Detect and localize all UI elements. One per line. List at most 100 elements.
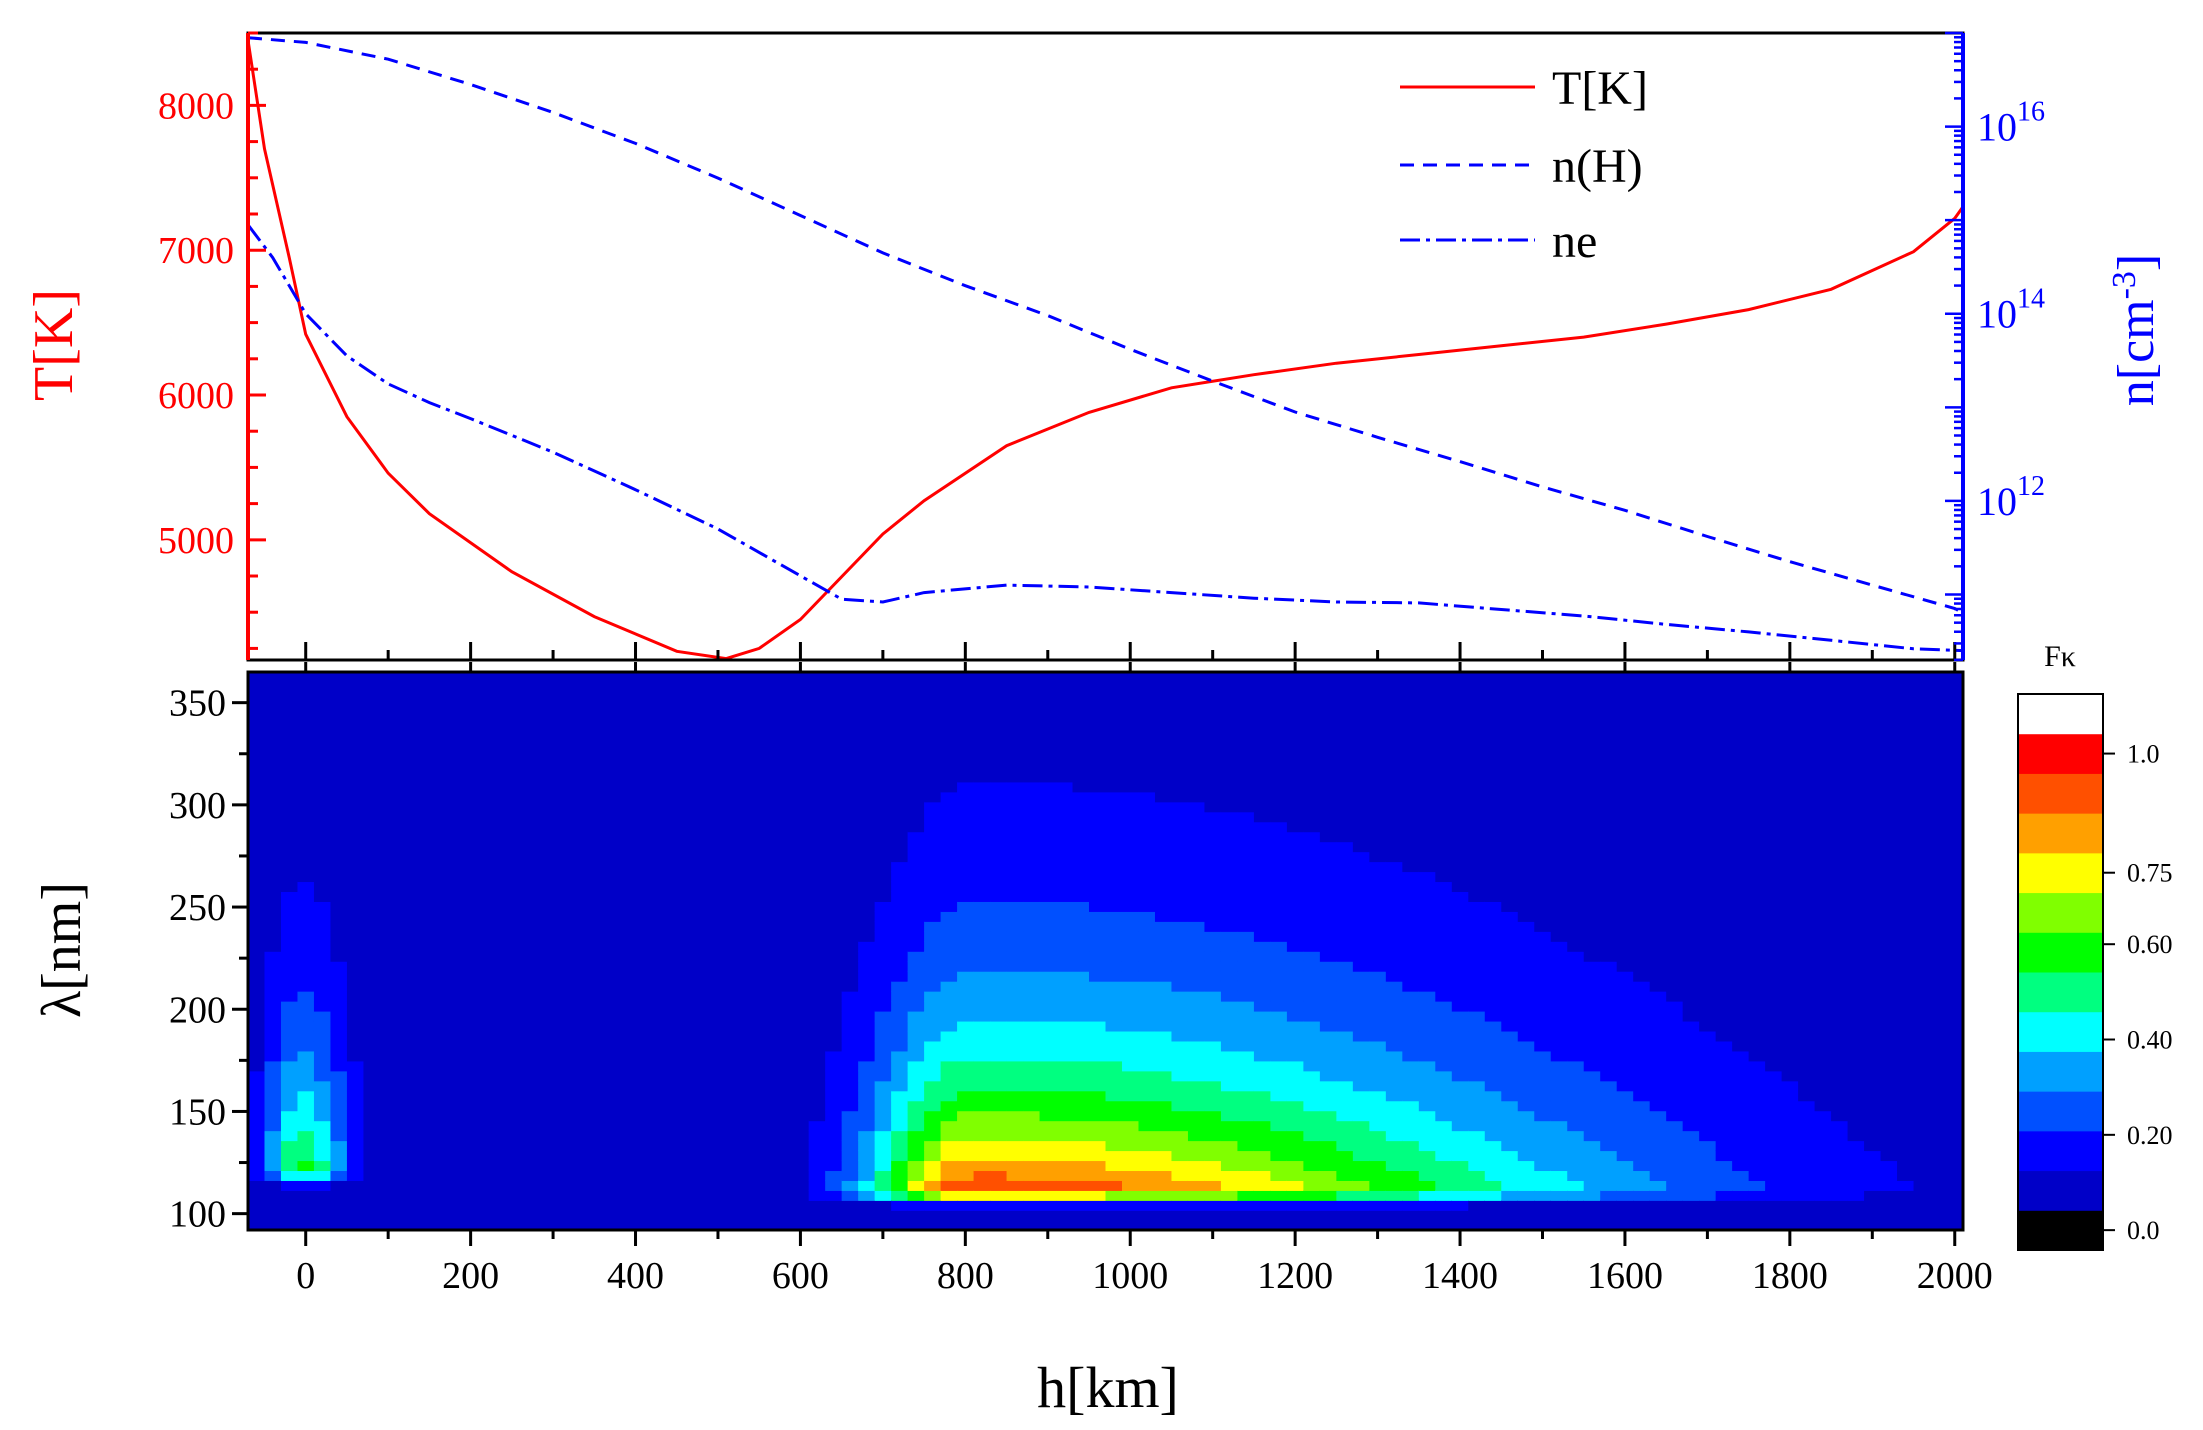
contour-cell	[759, 1200, 777, 1211]
contour-cell	[1187, 1130, 1206, 1142]
contour-cell	[1253, 851, 1272, 863]
contour-cell	[445, 831, 464, 843]
contour-cell	[1352, 811, 1371, 823]
contour-cell	[478, 672, 497, 683]
contour-cell	[528, 1150, 546, 1162]
contour-cell	[1583, 1210, 1602, 1221]
contour-cell	[1237, 1170, 1255, 1181]
contour-cell	[528, 791, 546, 803]
contour-cell	[610, 1190, 629, 1201]
contour-cell	[1056, 951, 1074, 962]
contour-cell	[841, 1050, 859, 1062]
contour-cell	[1089, 1010, 1107, 1022]
contour-cell	[280, 861, 299, 873]
contour-cell	[825, 1200, 843, 1211]
contour-cell	[759, 701, 777, 713]
contour-cell	[874, 841, 892, 853]
contour-cell	[742, 791, 761, 803]
contour-cell	[1187, 691, 1206, 703]
contour-cell	[478, 960, 497, 972]
contour-cell	[379, 1160, 398, 1172]
contour-cell	[660, 980, 678, 992]
contour-cell	[808, 1080, 826, 1092]
contour-cell	[1501, 731, 1519, 743]
contour-cell	[594, 980, 612, 992]
contour-cell	[1616, 970, 1634, 982]
contour-cell	[1023, 911, 1041, 922]
contour-cell	[1583, 1120, 1602, 1132]
contour-cell	[379, 1020, 398, 1032]
contour-cell	[248, 731, 266, 743]
contour-cell	[561, 1030, 579, 1042]
contour-cell	[1435, 1030, 1453, 1042]
contour-cell	[1039, 1180, 1057, 1191]
contour-cell	[429, 861, 447, 873]
contour-cell	[1583, 781, 1602, 793]
contour-cell	[1187, 871, 1206, 883]
contour-cell	[1023, 831, 1041, 843]
contour-cell	[1583, 861, 1602, 873]
contour-cell	[1039, 911, 1057, 922]
contour-cell	[676, 951, 695, 962]
contour-cell	[940, 1010, 958, 1022]
contour-cell	[528, 801, 546, 813]
contour-cell	[858, 1000, 876, 1012]
contour-cell	[445, 871, 464, 883]
contour-cell	[577, 851, 596, 863]
contour-cell	[1006, 741, 1024, 753]
contour-cell	[594, 970, 612, 982]
contour-cell	[1253, 1020, 1272, 1032]
contour-cell	[660, 1150, 678, 1162]
contour-cell	[330, 1050, 348, 1062]
contour-cell	[726, 921, 744, 932]
contour-cell	[1402, 811, 1420, 823]
contour-cell	[709, 960, 728, 972]
contour-cell	[313, 731, 332, 743]
contour-cell	[379, 941, 398, 952]
contour-cell	[577, 1190, 596, 1201]
contour-cell	[1303, 881, 1321, 893]
contour-cell	[990, 871, 1008, 883]
contour-cell	[1567, 1030, 1585, 1042]
contour-cell	[1616, 931, 1634, 942]
contour-cell	[627, 1090, 645, 1102]
contour-cell	[1550, 911, 1569, 922]
contour-cell	[1666, 691, 1684, 703]
contour-cell	[1385, 1210, 1404, 1221]
contour-cell	[940, 1080, 958, 1092]
contour-cell	[841, 831, 859, 843]
contour-cell	[792, 1110, 810, 1122]
contour-cell	[1550, 1150, 1569, 1162]
contour-cell	[1567, 1200, 1585, 1211]
contour-cell	[627, 721, 645, 733]
contour-cell	[1237, 1100, 1255, 1112]
contour-cell	[1023, 1000, 1041, 1012]
contour-cell	[1072, 751, 1090, 763]
contour-cell	[1550, 761, 1569, 773]
contour-cell	[248, 711, 266, 723]
contour-cell	[1105, 931, 1123, 942]
contour-cell	[1171, 672, 1189, 683]
contour-cell	[1006, 1000, 1024, 1012]
left-tick-label: 8000	[158, 85, 234, 127]
contour-cell	[330, 911, 348, 922]
contour-cell	[841, 701, 859, 713]
contour-cell	[1633, 960, 1651, 972]
contour-cell	[957, 771, 975, 783]
contour-cell	[1583, 851, 1602, 863]
contour-cell	[495, 701, 513, 713]
contour-cell	[973, 1170, 991, 1181]
contour-cell	[1303, 861, 1321, 873]
contour-cell	[1138, 980, 1156, 992]
contour-cell	[1633, 921, 1651, 932]
contour-cell	[1517, 931, 1536, 942]
contour-cell	[1072, 1060, 1090, 1072]
contour-cell	[676, 751, 695, 763]
contour-cell	[445, 1000, 464, 1012]
contour-cell	[1105, 1060, 1123, 1072]
contour-cell	[511, 1100, 530, 1112]
contour-cell	[396, 1130, 414, 1142]
contour-cell	[610, 751, 629, 763]
contour-cell	[1402, 771, 1420, 783]
contour-cell	[610, 891, 629, 902]
